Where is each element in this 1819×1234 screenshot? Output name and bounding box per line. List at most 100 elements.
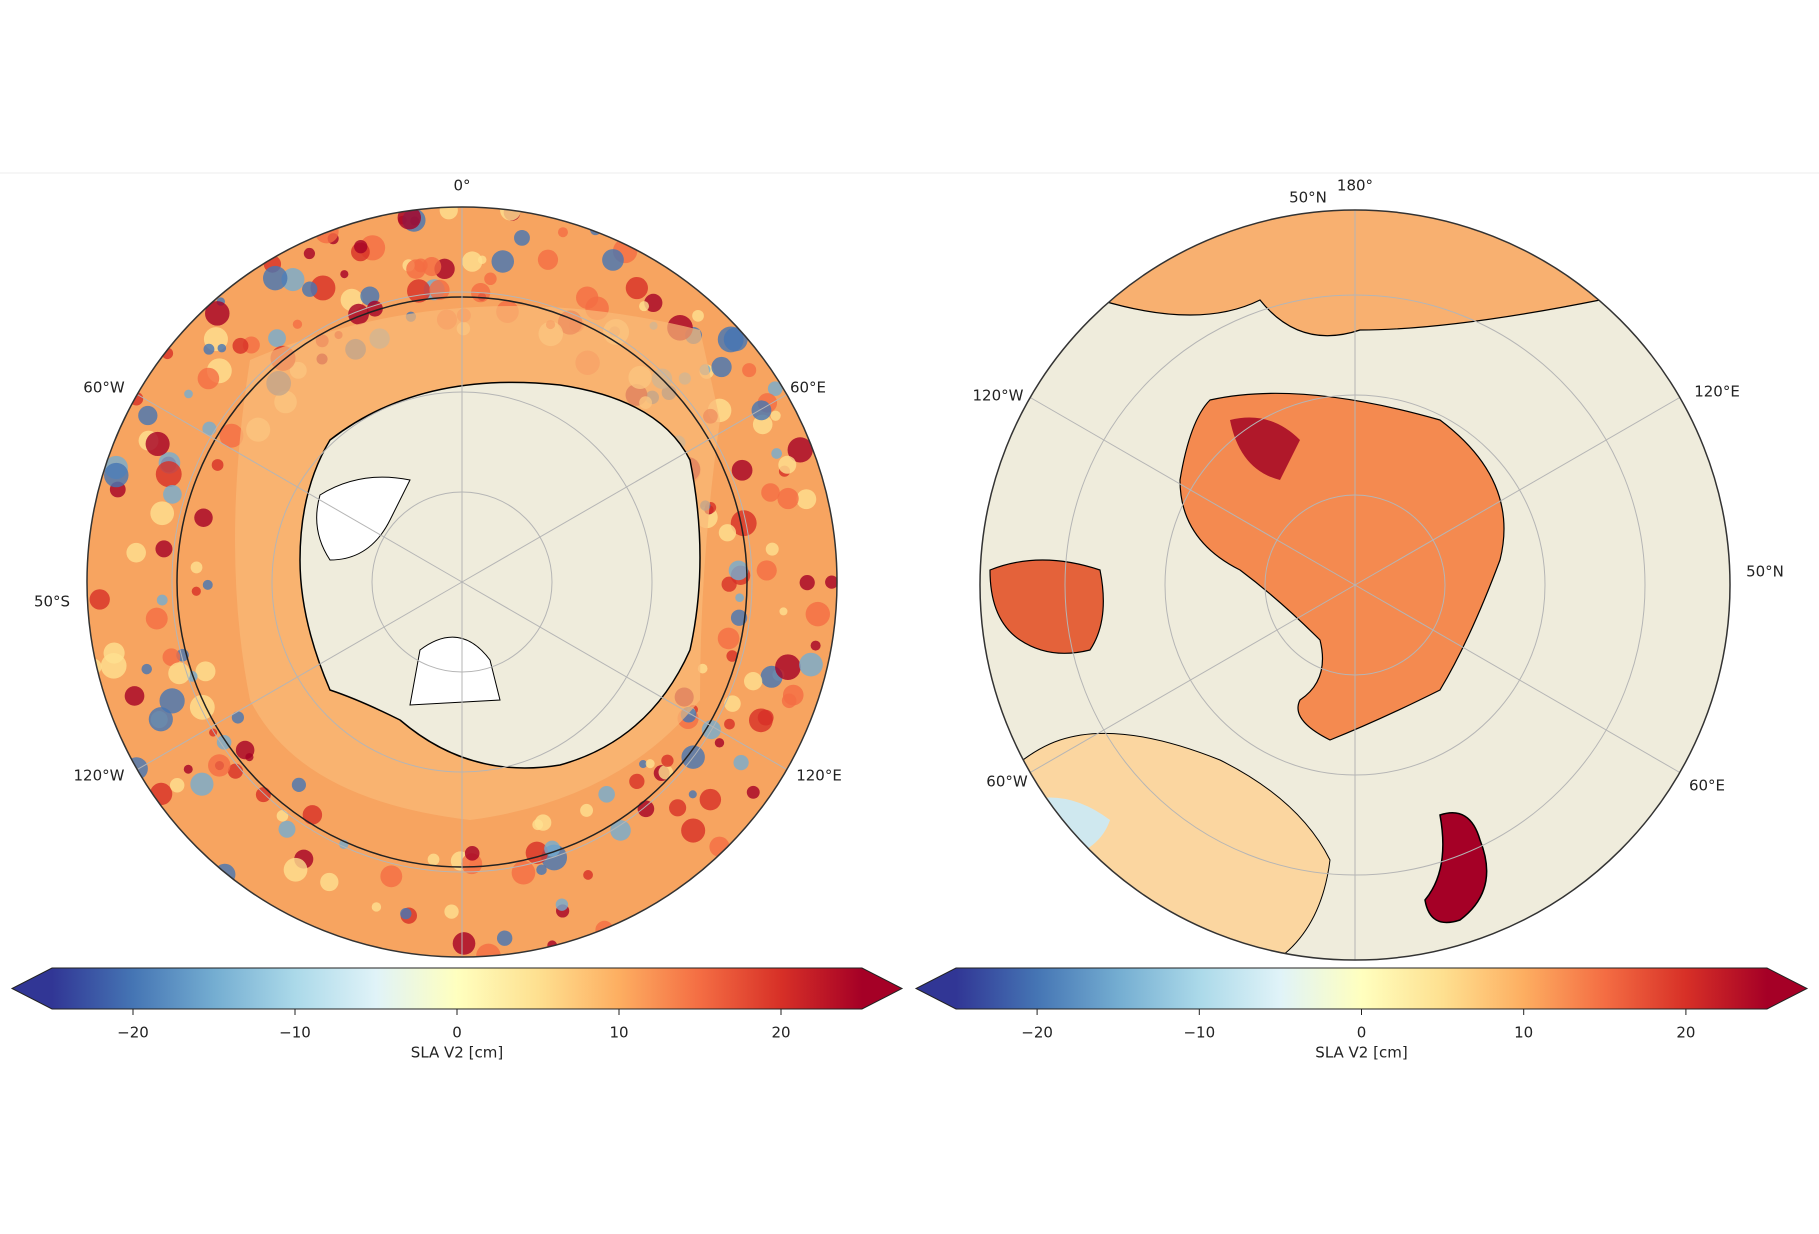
anomaly-blob bbox=[400, 907, 412, 920]
anomaly-blob bbox=[669, 799, 687, 817]
anomaly-blob bbox=[163, 485, 182, 504]
anomaly-blob bbox=[779, 607, 788, 616]
graticule-label: 0° bbox=[453, 177, 470, 195]
anomaly-blob bbox=[699, 788, 722, 811]
anomaly-blob bbox=[211, 459, 224, 471]
anomaly-blob bbox=[730, 510, 757, 537]
anomaly-blob bbox=[104, 462, 129, 488]
anomaly-blob bbox=[730, 609, 748, 626]
anomaly-blob bbox=[767, 381, 783, 397]
anomaly-blob bbox=[183, 764, 193, 774]
anomaly-blob bbox=[717, 627, 740, 650]
meridian bbox=[1354, 584, 1685, 776]
anomaly-blob bbox=[444, 904, 459, 919]
north-polar-map bbox=[980, 210, 1730, 960]
anomaly-blob bbox=[320, 872, 339, 892]
graticule-label: 180° bbox=[1337, 177, 1373, 195]
anomaly-blob bbox=[536, 864, 547, 875]
anomaly-blob bbox=[775, 654, 801, 680]
colorbar-tick-label: −20 bbox=[117, 1024, 149, 1042]
anomaly-blob bbox=[439, 207, 458, 220]
colorbar-tick-label: −10 bbox=[279, 1024, 311, 1042]
anomaly-blob bbox=[217, 343, 227, 353]
anomaly-blob bbox=[292, 319, 303, 329]
anomaly-blob bbox=[354, 239, 368, 254]
anomaly-blob bbox=[751, 400, 772, 421]
anomaly-blob bbox=[464, 846, 480, 861]
anomaly-blob bbox=[537, 249, 559, 270]
anomaly-blob bbox=[731, 459, 753, 481]
anomaly-blob bbox=[340, 270, 349, 279]
anomaly-blob bbox=[145, 607, 168, 630]
anomaly-blob bbox=[771, 448, 782, 459]
anomaly-blob bbox=[557, 227, 568, 238]
anomaly-blob bbox=[714, 738, 725, 748]
anomaly-blob bbox=[688, 790, 697, 799]
colorbar-tick-label: 20 bbox=[771, 1024, 790, 1042]
anomaly-blob bbox=[232, 337, 249, 354]
anomaly-blob bbox=[145, 431, 170, 456]
anomaly-blob bbox=[525, 841, 549, 864]
anomaly-blob bbox=[761, 483, 780, 502]
anomaly-blob bbox=[532, 819, 544, 831]
anomaly-blob bbox=[555, 898, 569, 911]
colorbar-tick-label: −20 bbox=[1021, 1024, 1053, 1042]
colorbar-extend-high bbox=[1767, 968, 1807, 1009]
anomaly-blob bbox=[746, 785, 760, 799]
anomaly-blob bbox=[89, 589, 110, 610]
anomaly-blob bbox=[100, 652, 127, 679]
anomaly-blob bbox=[283, 857, 308, 882]
anomaly-blob bbox=[462, 251, 483, 272]
anomaly-blob bbox=[717, 326, 744, 353]
meridian bbox=[1354, 394, 1685, 586]
anomaly-blob bbox=[219, 423, 244, 448]
anomaly-blob bbox=[625, 276, 648, 300]
anomaly-blob bbox=[726, 650, 738, 662]
anomaly-blob bbox=[278, 820, 296, 838]
meridian bbox=[132, 391, 463, 583]
graticule-label: 120°E bbox=[1694, 383, 1740, 401]
anomaly-blob bbox=[245, 753, 254, 762]
colorbar-extend-low bbox=[916, 968, 956, 1009]
anomaly-blob bbox=[429, 279, 450, 301]
anomaly-blob bbox=[262, 265, 288, 291]
meridian bbox=[1025, 394, 1356, 586]
anomaly-blob bbox=[728, 560, 749, 581]
anomaly-blob bbox=[203, 343, 215, 355]
anomaly-blob bbox=[681, 818, 706, 843]
anomaly-blob bbox=[645, 759, 655, 769]
anomaly-blob bbox=[511, 860, 536, 885]
anomaly-blob bbox=[291, 777, 306, 792]
anomaly-blob bbox=[735, 593, 744, 603]
colorbar-label: SLA V2 [cm] bbox=[1315, 1044, 1407, 1062]
anomaly-blob bbox=[799, 574, 815, 591]
anomaly-blob bbox=[155, 461, 182, 488]
anomaly-blob bbox=[748, 708, 773, 733]
anomaly-blob bbox=[765, 542, 779, 556]
graticule-label: 50°N bbox=[1746, 563, 1784, 581]
colorbar-extend-high bbox=[862, 968, 902, 1009]
colorbar-tick-label: 0 bbox=[452, 1024, 462, 1042]
anomaly-blob bbox=[544, 840, 561, 857]
anomaly-blob bbox=[314, 219, 339, 244]
anomaly-blob bbox=[197, 367, 220, 390]
anomaly-blob bbox=[302, 805, 323, 825]
anomaly-blob bbox=[452, 932, 476, 955]
anomaly-blob bbox=[496, 930, 513, 946]
anomaly-blob bbox=[276, 810, 289, 822]
anomaly-blob bbox=[711, 356, 732, 378]
anomaly-blob bbox=[194, 508, 213, 527]
anomaly-blob bbox=[770, 410, 781, 421]
anomaly-blob bbox=[778, 455, 797, 474]
anomaly-blob bbox=[205, 301, 230, 326]
anomaly-blob bbox=[595, 920, 614, 939]
anomaly-blob bbox=[514, 229, 530, 246]
colorbar bbox=[956, 968, 1767, 1009]
anomaly-blob bbox=[610, 820, 631, 841]
anomaly-blob bbox=[231, 711, 244, 724]
anomaly-blob bbox=[195, 661, 216, 682]
anomaly-blob bbox=[658, 765, 674, 780]
anomaly-blob bbox=[202, 579, 213, 590]
anomaly-blob bbox=[208, 754, 231, 777]
